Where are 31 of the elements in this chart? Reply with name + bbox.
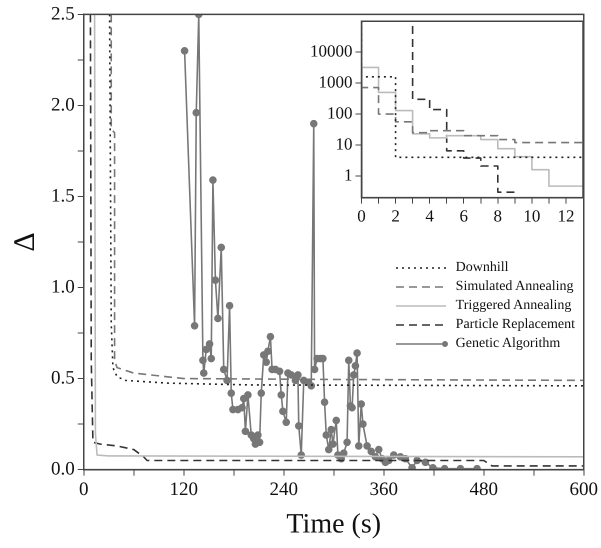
y-tick-label: 10 xyxy=(336,134,352,154)
x-tick-label: 8 xyxy=(494,206,502,226)
y-tick-label: 100 xyxy=(327,104,352,123)
y-tick-label: 1000 xyxy=(318,72,352,92)
x-tick-label: 120 xyxy=(170,478,198,500)
legend-label: Genetic Algorithm xyxy=(456,335,560,353)
x-tick-label: 4 xyxy=(425,206,434,226)
x-axis-title: Time (s) xyxy=(286,508,382,540)
x-tick-label: 12 xyxy=(557,206,574,226)
y-tick-label: 1.0 xyxy=(51,276,75,298)
x-tick-label: 480 xyxy=(470,478,498,500)
y-axis-title: Δ xyxy=(8,232,41,252)
y-tick-label: 1 xyxy=(344,165,352,184)
x-tick-label: 0 xyxy=(357,206,366,226)
x-tick-label: 2 xyxy=(391,206,400,226)
x-tick-label: 360 xyxy=(370,478,398,500)
x-tick-label: 0 xyxy=(79,478,88,500)
x-tick-label: 600 xyxy=(570,478,598,500)
y-tick-label: 10000 xyxy=(310,42,352,61)
y-tick-label: 2.5 xyxy=(51,3,75,24)
y-tick-label: 2.0 xyxy=(51,94,75,116)
x-tick-label: 10 xyxy=(523,206,540,226)
x-tick-label: 240 xyxy=(270,478,298,500)
legend-label: Simulated Annealing xyxy=(456,278,574,296)
legend-label: Particle Replacement xyxy=(456,316,575,334)
legend-label: Downhill xyxy=(456,259,509,277)
x-tick-label: 6 xyxy=(459,206,468,226)
legend-label: Triggered Annealing xyxy=(456,297,572,315)
y-tick-label: 0.0 xyxy=(51,458,75,480)
y-tick-label: 1.5 xyxy=(51,185,75,206)
y-tick-label: 0.5 xyxy=(51,368,75,389)
